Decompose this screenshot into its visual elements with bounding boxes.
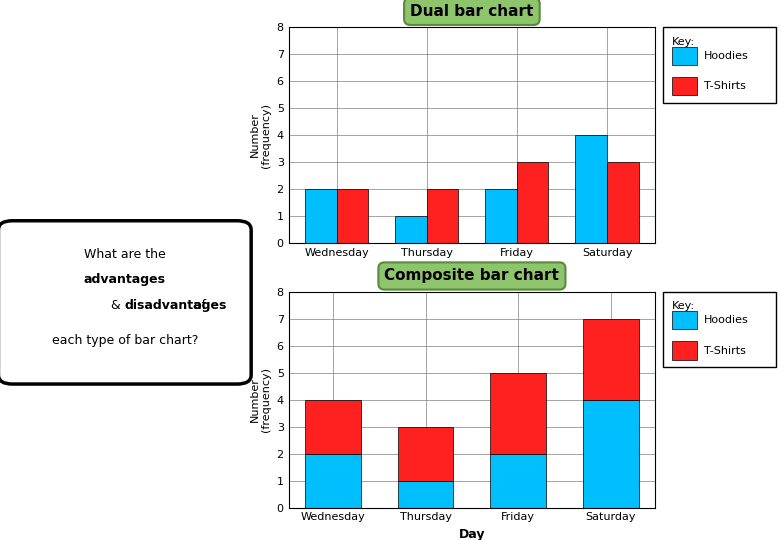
Bar: [672, 77, 697, 95]
Bar: [672, 311, 697, 329]
Bar: [305, 189, 337, 243]
Text: each type of bar chart?: each type of bar chart?: [51, 334, 198, 347]
Bar: [491, 454, 546, 508]
Y-axis label: Number
(frequency): Number (frequency): [250, 103, 271, 167]
Bar: [305, 400, 361, 454]
Bar: [395, 216, 427, 243]
Title: Dual bar chart: Dual bar chart: [410, 4, 534, 19]
Bar: [517, 162, 548, 243]
Text: Key:: Key:: [672, 301, 695, 312]
FancyBboxPatch shape: [0, 221, 251, 384]
Bar: [583, 319, 639, 400]
Bar: [583, 400, 639, 508]
Text: Hoodies: Hoodies: [704, 51, 749, 60]
Bar: [607, 162, 639, 243]
Bar: [305, 454, 361, 508]
Text: Key:: Key:: [672, 37, 695, 47]
FancyBboxPatch shape: [663, 292, 776, 367]
Title: Composite bar chart: Composite bar chart: [385, 268, 559, 284]
Bar: [398, 481, 453, 508]
Bar: [672, 46, 697, 65]
Text: disadvantages: disadvantages: [125, 299, 227, 312]
Text: What are the: What are the: [84, 247, 165, 260]
Text: &: &: [111, 299, 125, 312]
FancyBboxPatch shape: [663, 27, 776, 103]
Text: of: of: [190, 299, 207, 312]
Bar: [337, 189, 368, 243]
Text: Hoodies: Hoodies: [704, 315, 749, 325]
Bar: [672, 341, 697, 360]
Bar: [491, 373, 546, 454]
Text: T-Shirts: T-Shirts: [704, 81, 746, 91]
Bar: [398, 427, 453, 481]
X-axis label: Day: Day: [459, 528, 485, 540]
Y-axis label: Number
(frequency): Number (frequency): [250, 367, 271, 432]
Bar: [427, 189, 459, 243]
X-axis label: Day: Day: [459, 264, 485, 276]
Text: advantages: advantages: [83, 273, 166, 286]
Bar: [485, 189, 517, 243]
Text: T-Shirts: T-Shirts: [704, 346, 746, 355]
Bar: [576, 135, 607, 243]
